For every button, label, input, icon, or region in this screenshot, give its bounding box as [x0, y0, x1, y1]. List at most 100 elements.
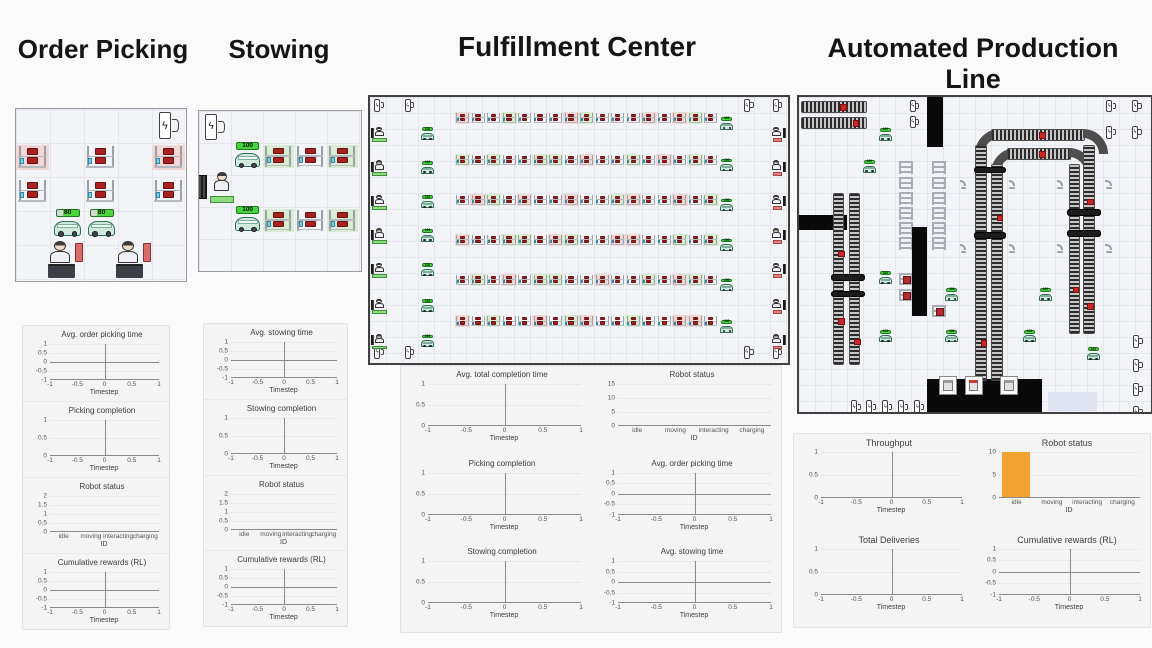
robot-icon: 100 — [863, 160, 876, 174]
y-tick-label: 0 — [814, 591, 818, 598]
robot-icon: 80 — [54, 209, 82, 238]
y-tick-label: -1 — [41, 604, 47, 612]
robot-arm-icon — [1104, 179, 1114, 189]
shelf-rack-icon — [518, 154, 532, 165]
x-tick-label: -0.5 — [460, 427, 472, 434]
x-tick-label: idle — [58, 533, 69, 540]
shelf-rack-icon — [485, 153, 502, 166]
y-tick-label: 1 — [43, 416, 47, 424]
conveyor-gate — [831, 273, 865, 281]
shelf-rack-icon — [640, 273, 657, 286]
chart-title: Total Deliveries — [858, 534, 920, 545]
shelf-rack-icon — [611, 274, 625, 285]
robot-arm-icon — [959, 243, 969, 253]
rack-icon — [898, 161, 914, 175]
conveyor-belt — [991, 164, 1003, 381]
worker-station-icon — [769, 298, 786, 315]
shelf-rack-icon — [533, 234, 547, 245]
worker-station-icon — [769, 160, 786, 176]
chart-plot-area: 15 10 5 0 — [608, 381, 771, 430]
chart-robot-status: Robot status 10 5 0 idle moving interacting cha… — [972, 434, 1150, 531]
shelf-rack-icon — [704, 112, 718, 124]
shelf-rack-icon — [611, 112, 625, 124]
y-tick-label: -0.5 — [984, 579, 996, 587]
robot-icon: 100 — [1087, 347, 1100, 361]
charger-icon: ϟ — [866, 400, 877, 412]
chart-title: Avg. order picking time — [61, 330, 143, 339]
y-tick-label: 0 — [224, 356, 228, 364]
x-tick-label: moving — [664, 427, 686, 434]
worker-station-icon — [769, 126, 786, 143]
shelf-rack-icon — [86, 146, 115, 169]
shelf-rack-icon — [642, 194, 656, 205]
x-tick-label: idle — [632, 427, 643, 434]
y-tick-label: 1 — [43, 568, 47, 576]
y-tick-label: 1 — [224, 508, 228, 515]
x-tick-label: moving — [260, 530, 282, 538]
y-tick-label: 5 — [992, 471, 996, 479]
shelf-rack-icon — [687, 315, 704, 328]
shelf-rack-icon — [501, 112, 517, 124]
x-axis-label: Timestep — [89, 617, 119, 624]
chart-title: Robot status — [259, 479, 304, 489]
y-tick-label: 0 — [421, 422, 425, 430]
shelf-rack-icon — [626, 112, 640, 124]
y-tick-label: 1 — [43, 510, 47, 518]
x-tick-label: 0.5 — [538, 515, 548, 523]
shelf-rack-icon — [154, 180, 183, 203]
y-tick-label: 0.5 — [218, 517, 228, 524]
chart-stowing-completion: Stowing completion 1 0.5 0 -1 -0.5 0 0.5 1 Timest… — [204, 400, 347, 476]
robot-icon: 100 — [720, 320, 734, 334]
robot-icon: 100 — [720, 117, 734, 131]
chart-plot-area: 1 0.5 0 — [416, 469, 581, 518]
y-tick-label: 0.5 — [605, 568, 615, 576]
chart-plot-area: 1 0.5 0 — [809, 545, 962, 598]
shelf-rack-icon — [502, 154, 516, 165]
robot-icon: 100 — [421, 127, 434, 141]
chart-plot-area: 1 0.5 0 -0.5 -1 — [604, 469, 771, 518]
charger-icon: ϟ — [404, 346, 415, 360]
door-icon — [199, 175, 208, 200]
x-tick-label: -0.5 — [71, 609, 83, 616]
shelf-rack-icon — [687, 153, 704, 166]
wall-block — [927, 97, 943, 147]
shelf-rack-icon — [18, 180, 47, 203]
chart-title: Avg. order picking time — [651, 458, 733, 468]
shelf-rack-icon — [86, 180, 115, 203]
y-tick-label: 0.5 — [37, 434, 47, 442]
y-tick-label: 0 — [224, 450, 228, 458]
chart-stowing-completion: Stowing completion 1 0.5 0 -1 -0.5 0 0.5 1 Timest… — [401, 543, 591, 632]
chart-picking-completion: Picking completion 1 0.5 0 -1 -0.5 0 0.5 1 Timest… — [23, 402, 169, 478]
machine-station-icon — [939, 376, 957, 395]
x-tick-label: 0 — [502, 515, 507, 523]
shelf-rack-icon — [501, 233, 517, 246]
charger-icon: ϟ — [882, 400, 893, 412]
shelf-rack-icon — [486, 274, 501, 285]
production-line-sim-map: ϟ ϟ ϟ ϟ ϟ ϟ 100 100 100 100 100 100 100 100 100 ϟ ϟ ϟ ϟ ϟ ϟ ϟ… — [797, 95, 1152, 414]
x-tick-label: -0.5 — [850, 499, 862, 506]
x-tick-label: -0.5 — [251, 454, 264, 462]
x-tick-label: 1 — [1138, 595, 1142, 603]
conveyor-item-icon — [996, 214, 1004, 222]
y-tick-label: 15 — [607, 380, 615, 388]
y-tick-label: 1 — [43, 340, 47, 348]
chart-plot-area: 1 0.5 0 — [416, 558, 581, 607]
y-tick-label: 0.5 — [37, 349, 47, 357]
shelf-rack-icon — [485, 315, 502, 328]
chart-plot-area: 1 0.5 0 -0.5 -1 — [36, 341, 159, 384]
shelf-rack-icon — [151, 144, 185, 170]
x-tick-label: -1 — [228, 454, 234, 462]
shelf-rack-icon — [580, 234, 594, 245]
x-tick-label: interacting — [282, 530, 313, 538]
chart-title: Cumulative rewards (RL) — [57, 558, 147, 567]
chart-plot-area: 1 0.5 0 — [416, 381, 581, 430]
x-tick-label: 1 — [335, 454, 339, 462]
robot-icon: 100 — [720, 238, 734, 253]
chart-title: Robot status — [1041, 438, 1093, 448]
shelf-rack-icon — [656, 153, 673, 166]
y-tick-label: 0.5 — [415, 578, 425, 586]
x-tick-label: 0 — [889, 499, 894, 506]
robot-icon: 100 — [234, 206, 261, 233]
y-tick-label: -0.5 — [35, 367, 47, 375]
shelf-rack-icon — [625, 233, 642, 246]
